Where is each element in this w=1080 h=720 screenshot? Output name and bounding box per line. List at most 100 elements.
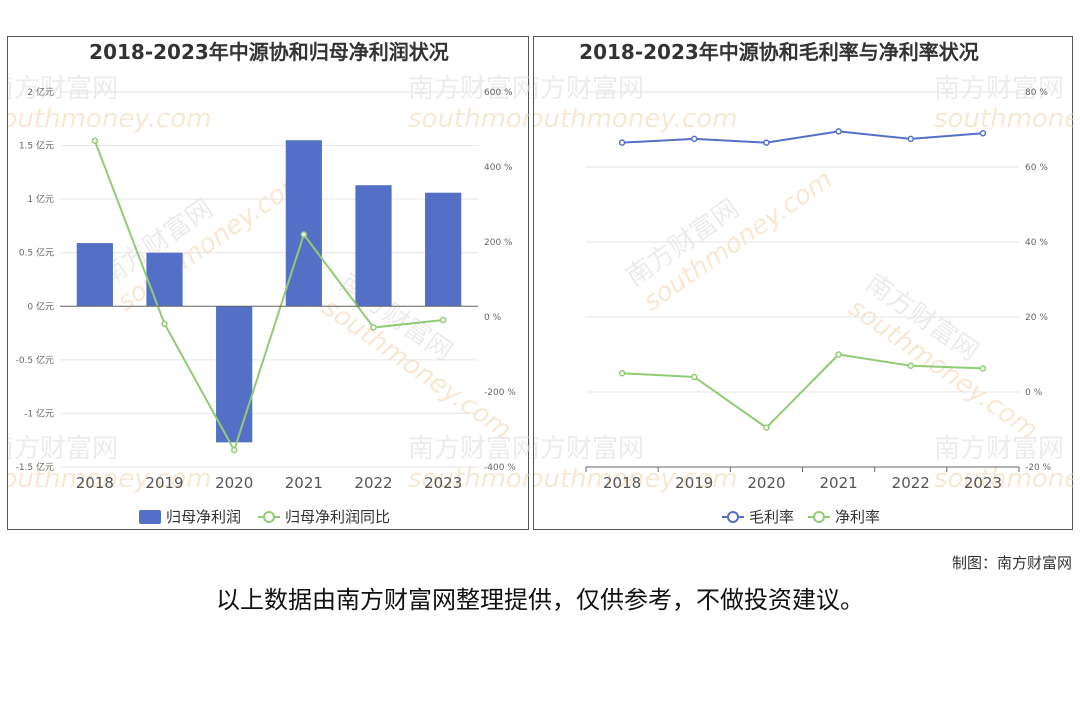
y-right-tick-label: 600 % <box>484 88 513 98</box>
watermark-cn: 南方财富网 <box>408 434 530 464</box>
watermark-en: southmoney.com <box>408 464 530 494</box>
watermark-cn: 南方财富网 <box>408 74 530 104</box>
watermark-en: southmoney.com <box>8 464 211 494</box>
watermark-en: southmoney.com <box>934 104 1074 134</box>
y-right-tick-label: 200 % <box>484 238 513 248</box>
line-point <box>161 320 168 327</box>
x-tick-label: 2021 <box>285 474 323 492</box>
axes: 80 % 60 % 40 % 20 % 0 % -20 % 2018 2019 2020 2021… <box>585 88 1052 492</box>
y-right-tick-label: 20 % <box>1025 313 1048 323</box>
line-series <box>618 128 987 431</box>
legend-swatch-marker <box>263 511 275 523</box>
line-point <box>618 370 626 377</box>
y-left-tick-label: 2 亿元 <box>27 86 54 98</box>
series-line <box>93 140 444 453</box>
y-right-tick-label: 0 % <box>484 313 502 323</box>
y-left-tick-label: 1 亿元 <box>27 193 54 205</box>
x-tick-label: 2021 <box>819 474 857 492</box>
bar <box>216 306 253 443</box>
legend: 归母净利润 归母净利润同比 <box>139 508 390 526</box>
bar <box>146 252 183 307</box>
watermark-cn: 南方财富网 <box>934 74 1064 104</box>
chart-title: 2018-2023年中源协和归母净利润状况 <box>89 40 449 64</box>
line-point <box>230 446 238 454</box>
legend-label: 归母净利润同比 <box>285 508 390 526</box>
series-line <box>622 353 983 429</box>
line-point <box>691 373 698 381</box>
watermark-en: southmoney.com <box>934 464 1074 494</box>
x-tick-label: 2023 <box>964 474 1002 492</box>
series-line <box>622 130 983 144</box>
y-right-tick-label: 60 % <box>1025 163 1048 173</box>
legend-swatch-marker <box>813 511 825 523</box>
x-tick-label: 2018 <box>603 474 641 492</box>
watermark-cn: 南方财富网 <box>534 434 644 464</box>
bar <box>76 243 113 307</box>
y-right-tick-label: 400 % <box>484 163 513 173</box>
line-point <box>439 316 447 324</box>
net-profit-chart: 南方财富网southmoney.com南方财富网southmoney.com南方… <box>8 40 530 526</box>
legend-label: 毛利率 <box>749 508 794 526</box>
bar <box>285 140 322 307</box>
chart-credit: 制图：南方财富网 <box>951 554 1072 572</box>
margin-chart: 南方财富网southmoney.com南方财富网southmoney.com南方… <box>534 40 1074 526</box>
x-tick-label: 2022 <box>354 474 392 492</box>
watermark-cn: 南方财富网 <box>8 74 118 104</box>
watermark-en: southmoney.com <box>408 104 530 134</box>
bar <box>425 192 462 307</box>
y-left-tick-label: 0.5 亿元 <box>19 247 54 259</box>
line-point <box>370 324 377 331</box>
y-right-tick-label: 0 % <box>1025 388 1043 398</box>
axes: 2 亿元 1.5 亿元 1 亿元 0.5 亿元 0 亿元 -0.5 亿元 -1 亿元 -1.5… <box>16 86 517 492</box>
watermark-cn: 南方财富网 <box>934 434 1064 464</box>
bar-series <box>76 140 462 443</box>
margin-chart-panel: 南方财富网southmoney.com南方财富网southmoney.com南方… <box>533 36 1074 530</box>
line-point <box>907 135 914 143</box>
x-tick-label: 2023 <box>424 474 462 492</box>
y-right-tick-label: -200 % <box>484 388 516 398</box>
line-point <box>763 139 770 146</box>
legend-swatch-marker <box>727 511 739 523</box>
y-left-tick-label: 1.5 亿元 <box>19 140 54 152</box>
line-point <box>691 135 698 143</box>
line-point <box>979 365 987 372</box>
y-right-tick-label: -20 % <box>1025 463 1052 473</box>
x-tick-label: 2019 <box>145 474 183 492</box>
line-point <box>763 424 770 431</box>
x-tick-label: 2022 <box>892 474 930 492</box>
line-point <box>979 130 987 137</box>
bar <box>355 185 392 307</box>
watermark-cn: 南方财富网 <box>8 434 118 464</box>
y-left-tick-label: 0 亿元 <box>27 300 54 312</box>
line-point <box>835 351 842 358</box>
net-profit-chart-panel: 南方财富网southmoney.com南方财富网southmoney.com南方… <box>7 36 530 530</box>
disclaimer-text: 以上数据由南方财富网整理提供，仅供参考，不做投资建议。 <box>216 586 864 614</box>
line-point <box>618 139 626 146</box>
watermark-en: southmoney.com <box>534 464 737 494</box>
x-tick-label: 2020 <box>215 474 253 492</box>
y-right-tick-label: -400 % <box>484 463 516 473</box>
x-tick-label: 2019 <box>675 474 713 492</box>
line-series <box>91 137 447 454</box>
watermark-en: southmoney.com <box>8 104 211 134</box>
line-point <box>835 128 842 135</box>
legend-label: 净利率 <box>835 508 880 526</box>
chart-title: 2018-2023年中源协和毛利率与净利率状况 <box>579 40 979 64</box>
y-left-tick-label: -1 亿元 <box>24 407 54 419</box>
legend: 毛利率 净利率 <box>722 508 880 526</box>
legend-label: 归母净利润 <box>166 508 241 526</box>
x-tick-label: 2020 <box>747 474 785 492</box>
line-point <box>907 362 914 369</box>
x-tick-label: 2018 <box>76 474 114 492</box>
y-left-tick-label: -0.5 亿元 <box>16 354 54 366</box>
y-left-tick-label: -1.5 亿元 <box>16 461 54 473</box>
